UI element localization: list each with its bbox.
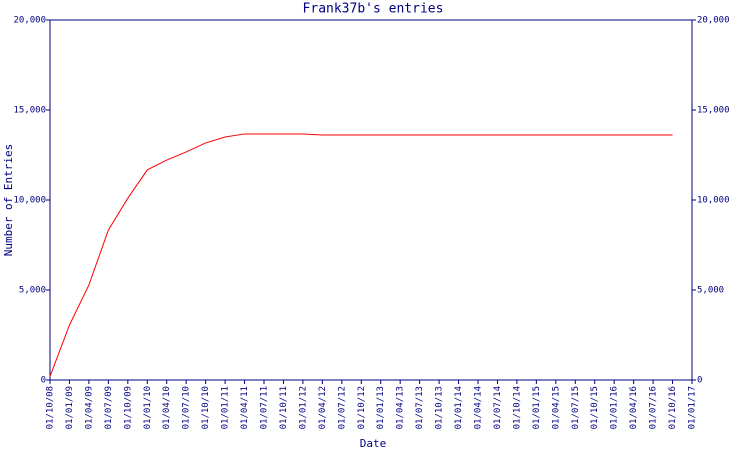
y-tick-label: 5,000 — [19, 286, 46, 296]
x-tick-label: 01/04/11 — [240, 386, 250, 429]
x-tick-label: 01/04/10 — [162, 386, 172, 429]
x-tick-label: 01/01/12 — [298, 386, 308, 429]
x-tick-label: 01/01/17 — [688, 386, 698, 429]
x-tick-label: 01/07/16 — [649, 386, 659, 429]
x-tick-label: 01/10/12 — [357, 386, 367, 429]
x-tick-label: 01/10/09 — [123, 386, 133, 429]
x-tick-label: 01/07/09 — [104, 386, 114, 429]
data-line — [49, 133, 673, 377]
x-axis-title: Date — [360, 437, 387, 450]
x-tick-label: 01/01/11 — [221, 386, 231, 429]
x-tick-label: 01/01/09 — [65, 386, 75, 429]
x-tick-label: 01/10/11 — [279, 386, 289, 429]
x-tick-label: 01/04/12 — [318, 386, 328, 429]
x-tick-label: 01/04/09 — [84, 386, 94, 429]
x-tick-label: 01/04/14 — [474, 386, 484, 429]
x-tick-label: 01/10/16 — [668, 386, 678, 429]
y2-tick-label: 10,000 — [697, 196, 730, 206]
x-tick-label: 01/07/15 — [571, 386, 581, 429]
x-tick-label: 01/10/08 — [46, 386, 56, 429]
x-tick-label: 01/10/10 — [201, 386, 211, 429]
x-tick-label: 01/10/15 — [590, 386, 600, 429]
y2-tick-label: 15,000 — [697, 106, 730, 116]
chart-title: Frank37b's entries — [303, 2, 444, 17]
x-tick-label: 01/01/13 — [376, 386, 386, 429]
y-tick-label: 20,000 — [13, 16, 46, 26]
x-tick-label: 01/07/10 — [182, 386, 192, 429]
y2-tick-label: 5,000 — [697, 286, 724, 296]
x-tick-label: 01/01/15 — [532, 386, 542, 429]
x-tick-label: 01/07/11 — [260, 386, 270, 429]
y-tick-label: 15,000 — [13, 106, 46, 116]
x-tick-label: 01/04/15 — [551, 386, 561, 429]
y-axis-title: Number of Entries — [2, 144, 15, 257]
x-tick-label: 01/04/13 — [396, 386, 406, 429]
x-tick-label: 01/01/14 — [454, 386, 464, 429]
y-tick-label: 10,000 — [13, 196, 46, 206]
x-tick-label: 01/01/16 — [610, 386, 620, 429]
x-tick-label: 01/07/12 — [337, 386, 347, 429]
x-tick-label: 01/04/16 — [629, 386, 639, 429]
x-tick-label: 01/10/13 — [435, 386, 445, 429]
plot-frame — [49, 19, 693, 381]
x-tick-label: 01/10/14 — [512, 386, 522, 429]
y2-tick-label: 20,000 — [697, 16, 730, 26]
x-tick-label: 01/07/14 — [493, 386, 503, 429]
y-tick-label: 0 — [41, 376, 46, 386]
x-tick-label: 01/07/13 — [415, 386, 425, 429]
y2-tick-label: 0 — [697, 376, 702, 386]
x-tick-label: 01/01/10 — [143, 386, 153, 429]
